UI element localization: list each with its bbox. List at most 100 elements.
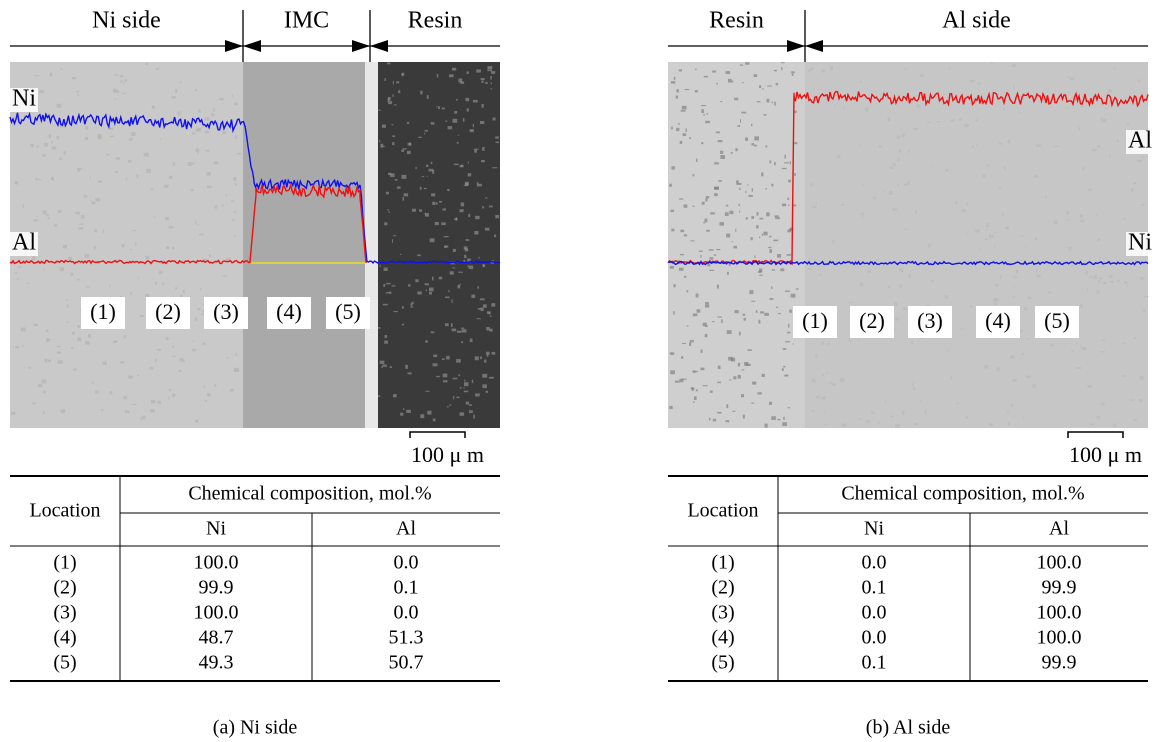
location-label: (3) bbox=[213, 299, 239, 324]
sem-texture bbox=[782, 422, 787, 427]
sem-texture bbox=[1093, 275, 1097, 279]
sem-texture bbox=[1010, 403, 1013, 407]
table-cell: 49.3 bbox=[199, 652, 234, 674]
sem-texture bbox=[205, 149, 210, 152]
sem-texture bbox=[820, 341, 825, 345]
sem-texture bbox=[793, 142, 798, 145]
sem-texture bbox=[1026, 338, 1030, 341]
sem-texture bbox=[753, 74, 758, 78]
sem-texture bbox=[172, 246, 175, 250]
sem-texture bbox=[739, 210, 741, 213]
sem-texture bbox=[731, 240, 733, 243]
sem-texture bbox=[819, 273, 822, 277]
sem-texture bbox=[84, 341, 90, 345]
sem-texture bbox=[1141, 203, 1145, 206]
sem-texture bbox=[692, 174, 695, 177]
sem-texture bbox=[481, 80, 484, 84]
sem-texture bbox=[1133, 418, 1138, 421]
location-label: (5) bbox=[1044, 308, 1070, 333]
sem-texture bbox=[735, 228, 737, 232]
table-cell: 0.0 bbox=[862, 602, 887, 624]
table-cell: (5) bbox=[53, 652, 76, 674]
sem-texture bbox=[793, 110, 797, 114]
sem-texture bbox=[443, 380, 448, 383]
sem-texture bbox=[384, 78, 386, 81]
sem-texture bbox=[1076, 367, 1081, 370]
sem-texture bbox=[707, 264, 711, 267]
sem-texture bbox=[455, 98, 458, 101]
sem-texture bbox=[48, 134, 51, 139]
sem-texture bbox=[406, 409, 411, 413]
sem-texture bbox=[686, 325, 689, 327]
sem-texture bbox=[183, 359, 185, 363]
sem-texture bbox=[690, 240, 695, 242]
sem-texture bbox=[453, 395, 455, 400]
sem-texture bbox=[66, 299, 68, 301]
sem-texture bbox=[720, 155, 726, 160]
sem-texture bbox=[1066, 210, 1069, 215]
sem-texture bbox=[465, 97, 470, 102]
sem-texture bbox=[903, 307, 907, 311]
sem-texture bbox=[739, 187, 741, 190]
sem-texture bbox=[1117, 280, 1120, 282]
sem-texture bbox=[1071, 350, 1075, 352]
sem-texture bbox=[703, 113, 705, 116]
sem-texture bbox=[725, 71, 731, 75]
sem-texture bbox=[995, 284, 1000, 287]
sem-texture bbox=[676, 89, 679, 93]
sem-texture bbox=[1092, 149, 1097, 152]
sem-texture bbox=[1065, 219, 1071, 221]
sem-texture bbox=[1012, 378, 1017, 382]
sem-texture bbox=[482, 147, 485, 151]
sem-texture bbox=[475, 215, 480, 220]
sem-texture bbox=[876, 258, 878, 261]
sem-texture bbox=[175, 89, 178, 93]
sem-texture bbox=[166, 246, 170, 250]
sem-texture bbox=[705, 302, 709, 305]
sem-texture bbox=[967, 260, 969, 264]
sem-texture bbox=[401, 73, 404, 77]
sem-texture bbox=[670, 370, 675, 375]
sem-texture bbox=[737, 125, 741, 127]
sem-texture bbox=[114, 98, 117, 100]
sem-texture bbox=[481, 159, 485, 163]
sem-texture bbox=[808, 268, 813, 271]
sem-texture bbox=[91, 201, 96, 205]
sem-texture bbox=[694, 370, 698, 373]
sem-texture bbox=[46, 214, 50, 216]
sem-texture bbox=[77, 325, 81, 328]
table-cell: 51.3 bbox=[389, 627, 424, 649]
sem-texture bbox=[42, 154, 46, 157]
sem-texture bbox=[463, 246, 468, 250]
sem-texture bbox=[84, 137, 89, 140]
sem-texture bbox=[782, 348, 787, 350]
sem-texture bbox=[899, 268, 904, 273]
sem-texture bbox=[452, 267, 456, 269]
sem-texture bbox=[718, 180, 722, 182]
sem-texture bbox=[384, 222, 388, 226]
sem-texture bbox=[729, 379, 732, 381]
sem-texture bbox=[127, 159, 132, 163]
sem-texture bbox=[681, 356, 684, 359]
sem-texture bbox=[98, 136, 102, 140]
sem-texture bbox=[214, 205, 218, 209]
sem-texture bbox=[14, 180, 19, 185]
sem-texture bbox=[382, 303, 388, 306]
sem-texture bbox=[709, 257, 714, 260]
sem-texture bbox=[1049, 344, 1054, 347]
sem-texture bbox=[736, 182, 742, 185]
sem-texture bbox=[424, 213, 430, 217]
sem-texture bbox=[85, 286, 90, 288]
sem-texture bbox=[63, 244, 67, 249]
sem-texture bbox=[810, 67, 814, 70]
region-label: Resin bbox=[408, 8, 463, 34]
sem-texture bbox=[695, 68, 697, 71]
sem-texture bbox=[32, 256, 36, 261]
sem-texture bbox=[418, 136, 422, 138]
sem-texture bbox=[670, 353, 674, 355]
sem-texture bbox=[124, 335, 126, 339]
sem-texture bbox=[1007, 410, 1009, 413]
sem-texture bbox=[436, 73, 439, 78]
sem-texture bbox=[709, 269, 714, 271]
sem-texture bbox=[72, 331, 75, 335]
